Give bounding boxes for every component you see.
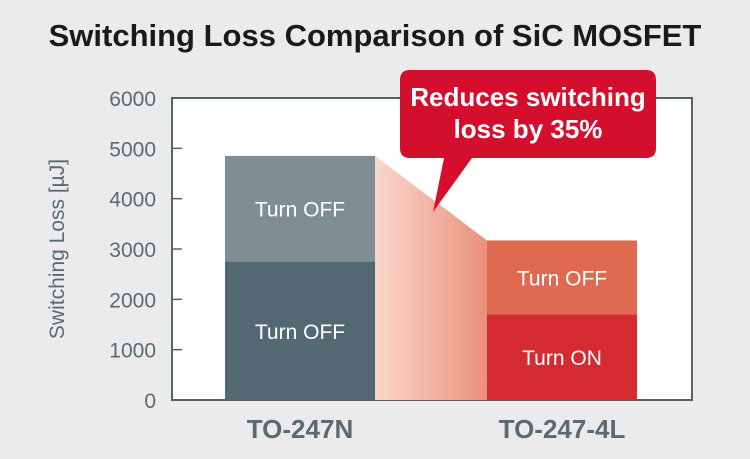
x-axis-labels: TO-247N TO-247-4L	[247, 414, 626, 444]
bar-segment-label: Turn OFF	[255, 321, 345, 344]
y-tick-label: 3000	[109, 239, 156, 262]
reduction-band	[375, 155, 487, 400]
y-tick-label: 6000	[109, 88, 156, 111]
y-tick-label: 5000	[109, 138, 156, 161]
bar-segment	[487, 314, 637, 400]
bar-segment-label: Turn OFF	[517, 267, 607, 290]
bar-segment	[225, 155, 375, 262]
y-tick-label: 2000	[109, 289, 156, 312]
y-axis-ticks: 0 1000 2000 3000 4000 5000 6000	[109, 88, 182, 413]
segment-labels: Turn OFF Turn OFF Turn ON Turn OFF	[255, 199, 607, 370]
y-tick-label: 4000	[109, 189, 156, 212]
bar-segment	[487, 240, 637, 315]
y-axis-label: Switching Loss [µJ]	[46, 159, 69, 339]
bar-segment-label: Turn OFF	[255, 199, 345, 222]
reduction-callout: Reduces switching loss by 35%	[400, 70, 656, 212]
bar-segment-label: Turn ON	[522, 347, 602, 370]
reduction-transition	[375, 155, 487, 400]
bar-segment	[225, 261, 375, 400]
callout-line-1: Reduces switching	[410, 82, 646, 112]
callout-box	[400, 70, 656, 212]
callout-line-2: loss by 35%	[454, 114, 603, 144]
chart-title: Switching Loss Comparison of SiC MOSFET	[49, 18, 702, 53]
x-category-label: TO-247-4L	[499, 414, 626, 444]
x-category-label: TO-247N	[247, 414, 353, 444]
y-tick-label: 1000	[109, 340, 156, 363]
bars	[225, 155, 637, 400]
y-tick-label: 0	[144, 390, 156, 413]
